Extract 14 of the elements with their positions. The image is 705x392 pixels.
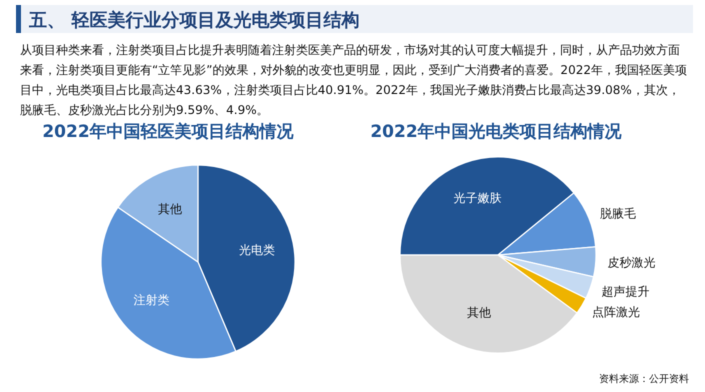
slice-label: 光电类 (238, 243, 275, 258)
slice-label: 注射类 (133, 293, 170, 308)
chart-title: 2022年中国光电类项目结构情况 (370, 122, 623, 142)
slice-label: 光子嫩肤 (454, 190, 502, 205)
slice-label: 皮秒激光 (608, 256, 656, 270)
text: 从项目种类来看，注射类项目占比提升表明随着注射类医美产品的研发，市场对其的认可度大幅提升，同时，从产品功效方面来看，注射类项目更能有“立竿见影”的效果，对外貌的改变也更明显，因此，受到广大消费者的喜爱。2022年，我国轻医美项目中，光电类项目占比最高达43.63%，注射类项目占比40.91%。2022年，我国光子嫩肤消费占比最高达39.08%，其次，脱腋毛、皮秒激光占比分别为9.59%、4.9%。 (20, 42, 688, 119)
slice-label: 其他 (467, 306, 492, 320)
slice-label: 脱腋毛 (600, 206, 636, 221)
slice-label: 点阵激光 (592, 305, 640, 320)
chart-title: 2022年中国轻医美项目结构情况 (42, 122, 295, 142)
text: 五、 轻医美行业分项目及光电类项目结构 (29, 9, 360, 32)
slice-label: 超声提升 (602, 284, 650, 299)
slice-label: 其他 (158, 202, 182, 216)
text: 资料来源：公开资料 (599, 372, 689, 386)
